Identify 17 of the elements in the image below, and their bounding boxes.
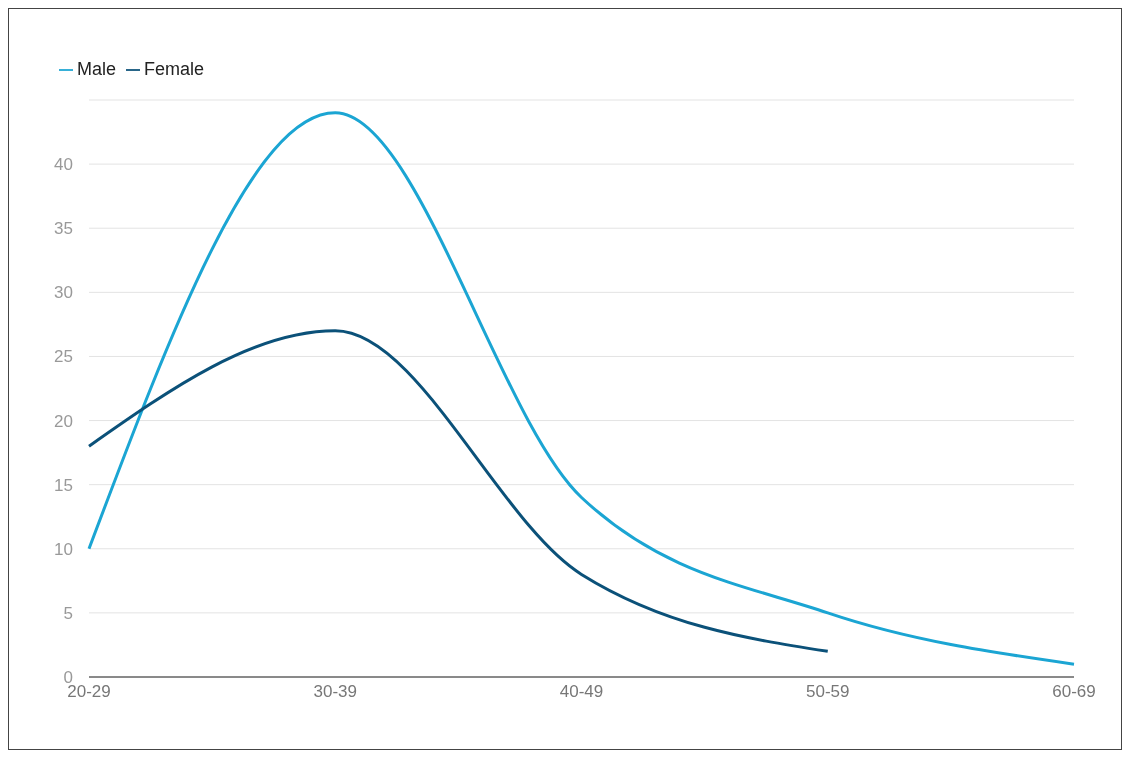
y-tick-label: 30 bbox=[54, 283, 73, 303]
x-tick-label: 50-59 bbox=[806, 682, 850, 702]
y-tick-label: 15 bbox=[54, 475, 73, 495]
y-tick-label: 25 bbox=[54, 347, 73, 367]
line-series bbox=[87, 111, 1076, 666]
legend-label: Male bbox=[77, 59, 117, 79]
line-series bbox=[87, 329, 830, 653]
x-tick-label: 40-49 bbox=[559, 682, 604, 702]
y-tick-label: 40 bbox=[54, 155, 73, 175]
y-tick-label: 5 bbox=[63, 603, 73, 623]
x-tick-label: 30-39 bbox=[313, 682, 357, 702]
y-tick-label: 35 bbox=[54, 219, 73, 239]
x-tick-label: 20-29 bbox=[67, 682, 111, 702]
y-tick-label: 10 bbox=[54, 539, 73, 559]
legend-label: Female bbox=[144, 59, 205, 79]
x-tick-label: 60-69 bbox=[1052, 682, 1096, 702]
y-tick-label: 20 bbox=[54, 411, 73, 431]
